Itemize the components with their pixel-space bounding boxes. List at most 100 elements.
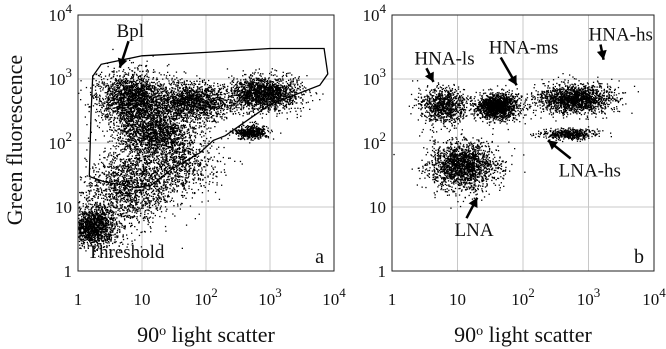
data-point	[108, 105, 110, 107]
data-point	[117, 196, 119, 198]
data-point	[153, 183, 156, 185]
data-point	[152, 99, 154, 101]
data-point	[168, 105, 170, 107]
data-point	[120, 92, 123, 94]
data-point	[103, 78, 105, 80]
data-point	[115, 96, 118, 98]
data-point	[91, 231, 93, 234]
data-point	[86, 124, 88, 126]
data-point	[82, 236, 84, 238]
data-point	[144, 231, 146, 233]
data-point	[124, 225, 126, 227]
data-point	[82, 205, 84, 207]
data-point	[129, 177, 131, 179]
data-point	[148, 87, 150, 89]
data-point	[133, 93, 135, 96]
data-point	[116, 201, 118, 204]
data-point	[144, 172, 146, 175]
data-point	[124, 80, 126, 82]
data-point	[104, 235, 106, 238]
data-point	[137, 182, 139, 184]
data-point	[171, 177, 173, 179]
data-point	[115, 241, 117, 243]
data-point	[181, 182, 183, 184]
data-point	[97, 218, 100, 220]
data-point	[96, 225, 99, 228]
data-point	[105, 222, 107, 224]
data-point	[130, 177, 132, 180]
data-point	[116, 193, 118, 195]
data-point	[131, 224, 133, 226]
data-point	[109, 180, 111, 182]
data-point	[157, 112, 159, 114]
data-point	[136, 183, 138, 185]
data-point	[127, 74, 130, 76]
data-point	[106, 113, 109, 115]
data-point	[199, 113, 201, 115]
data-point	[114, 94, 116, 96]
data-point	[79, 176, 82, 178]
data-point	[135, 86, 137, 89]
data-point	[82, 192, 84, 194]
data-point	[89, 232, 91, 234]
data-point	[126, 180, 129, 182]
data-point	[149, 181, 151, 184]
data-point	[135, 203, 138, 205]
data-point	[128, 88, 130, 90]
data-point	[94, 225, 96, 227]
data-point	[143, 101, 145, 104]
data-point	[111, 90, 113, 92]
data-point	[165, 89, 167, 91]
data-point	[173, 83, 175, 85]
data-point	[84, 226, 86, 228]
data-point	[86, 222, 88, 224]
data-point	[105, 238, 107, 241]
data-point	[193, 86, 195, 89]
data-point	[95, 230, 98, 232]
data-point	[128, 102, 130, 104]
data-point	[148, 209, 150, 212]
data-point	[156, 198, 158, 200]
data-point	[124, 228, 126, 230]
data-point	[119, 87, 121, 89]
data-point	[96, 171, 98, 173]
data-point	[93, 239, 96, 241]
data-point	[140, 98, 142, 100]
data-point	[119, 75, 121, 77]
data-point	[93, 240, 95, 243]
data-point	[103, 105, 105, 107]
data-point	[231, 101, 233, 103]
data-point	[129, 80, 131, 82]
data-point	[115, 197, 117, 199]
data-point	[119, 108, 121, 110]
data-point	[113, 103, 115, 105]
data-point	[102, 220, 104, 222]
data-point	[156, 161, 158, 164]
data-point	[162, 100, 164, 102]
data-point	[110, 91, 112, 93]
data-point	[142, 80, 144, 82]
data-point	[126, 171, 128, 173]
data-point	[136, 191, 138, 193]
data-point	[103, 201, 105, 203]
data-point	[115, 186, 117, 189]
data-point	[92, 236, 95, 239]
data-point	[129, 59, 131, 61]
data-point	[140, 88, 143, 91]
data-point	[203, 113, 205, 115]
data-point	[143, 178, 145, 180]
data-point	[82, 226, 84, 228]
data-point	[104, 101, 106, 103]
data-point	[112, 107, 114, 109]
data-point	[148, 254, 150, 256]
data-point	[88, 106, 90, 108]
data-point	[120, 79, 122, 81]
data-point	[136, 104, 138, 107]
data-point	[152, 221, 154, 223]
data-point	[182, 194, 184, 197]
data-point	[123, 218, 126, 220]
data-point	[98, 226, 100, 228]
data-point	[134, 115, 137, 117]
data-point	[129, 186, 131, 189]
data-point	[92, 245, 95, 248]
